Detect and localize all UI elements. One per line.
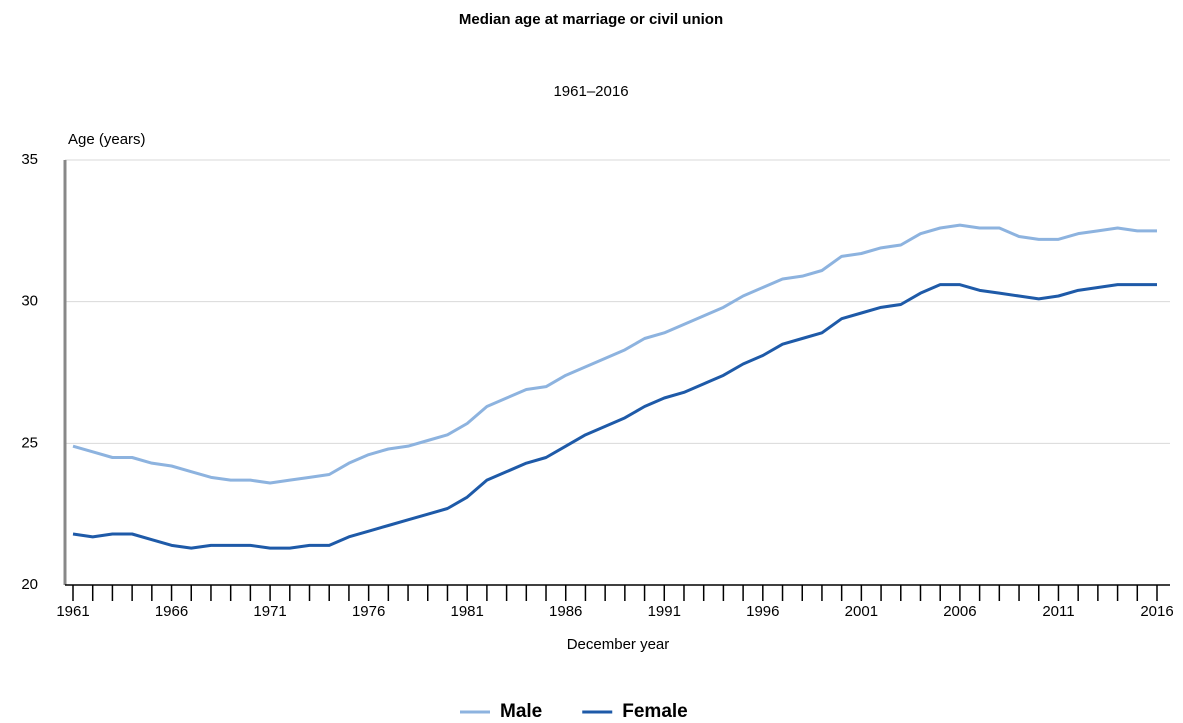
x-tick-label: 2011 bbox=[1042, 603, 1074, 620]
x-axis-label: December year bbox=[567, 636, 670, 653]
series-line bbox=[72, 283, 1157, 550]
y-tick-label: 30 bbox=[21, 293, 38, 310]
legend-label: Male bbox=[500, 701, 542, 722]
x-tick-label: 1961 bbox=[56, 603, 89, 620]
x-tick-label: 1981 bbox=[450, 603, 483, 620]
x-tick-label: 2001 bbox=[845, 603, 878, 620]
x-tick-label: 1991 bbox=[648, 603, 681, 620]
series-line bbox=[72, 223, 1157, 485]
x-tick-label: 1971 bbox=[253, 603, 286, 620]
y-tick-label: 25 bbox=[21, 434, 38, 451]
chart-subtitle: 1961–2016 bbox=[553, 83, 628, 100]
x-tick-label: 1976 bbox=[352, 603, 385, 620]
x-tick-label: 1996 bbox=[746, 603, 779, 620]
legend-label: Female bbox=[622, 701, 687, 722]
y-tick-label: 35 bbox=[21, 151, 38, 168]
y-tick-label: 20 bbox=[21, 576, 38, 593]
y-axis-label: Age (years) bbox=[68, 131, 146, 148]
chart-title: Median age at marriage or civil union bbox=[459, 11, 723, 28]
x-tick-label: 2006 bbox=[943, 603, 976, 620]
x-tick-label: 1966 bbox=[155, 603, 188, 620]
x-tick-label: 1986 bbox=[549, 603, 582, 620]
x-tick-label: 2016 bbox=[1140, 603, 1173, 620]
